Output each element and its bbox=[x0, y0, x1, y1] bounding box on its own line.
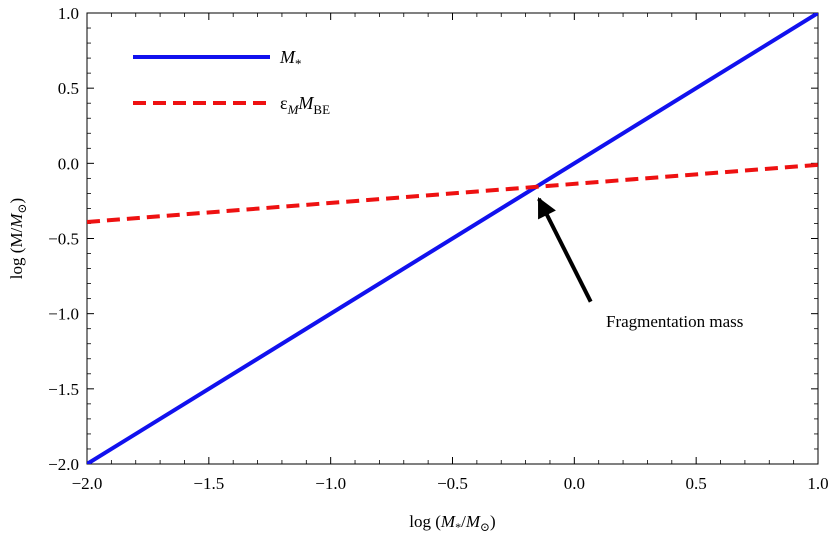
y-tick-label: −0.5 bbox=[48, 230, 79, 249]
y-tick-label: 1.0 bbox=[58, 4, 79, 23]
annotation-label: Fragmentation mass bbox=[606, 312, 743, 331]
legend-label: M* bbox=[279, 47, 302, 71]
y-tick-label: −2.0 bbox=[48, 455, 79, 474]
x-tick-label: −2.0 bbox=[72, 474, 103, 493]
series-line-mstar bbox=[87, 13, 818, 464]
x-tick-label: −1.5 bbox=[193, 474, 224, 493]
y-axis-label: log (M/M⊙) bbox=[7, 198, 29, 279]
x-tick-label: −0.5 bbox=[437, 474, 468, 493]
y-tick-label: −1.0 bbox=[48, 305, 79, 324]
y-tick-label: −1.5 bbox=[48, 380, 79, 399]
annotation: Fragmentation mass bbox=[537, 197, 743, 331]
x-tick-label: 1.0 bbox=[807, 474, 828, 493]
x-tick-label: 0.0 bbox=[564, 474, 585, 493]
x-tick-label: −1.0 bbox=[315, 474, 346, 493]
x-axis: −2.0 −1.5 −1.0 −0.5 0.0 0.5 1.0 bbox=[72, 13, 829, 493]
annotation-arrow bbox=[537, 197, 593, 303]
series-group bbox=[87, 13, 818, 464]
y-tick-label: 0.5 bbox=[58, 79, 79, 98]
legend: M* εMMBE bbox=[133, 47, 330, 117]
legend-label: εMMBE bbox=[280, 93, 330, 117]
x-tick-label: 0.5 bbox=[686, 474, 707, 493]
x-axis-label: log (M*/M⊙) bbox=[409, 512, 495, 534]
series-line-eps-mbe bbox=[87, 162, 818, 224]
y-axis: −2.0 −1.5 −1.0 −0.5 0.0 0.5 1.0 bbox=[48, 4, 818, 474]
y-tick-label: 0.0 bbox=[58, 154, 79, 173]
